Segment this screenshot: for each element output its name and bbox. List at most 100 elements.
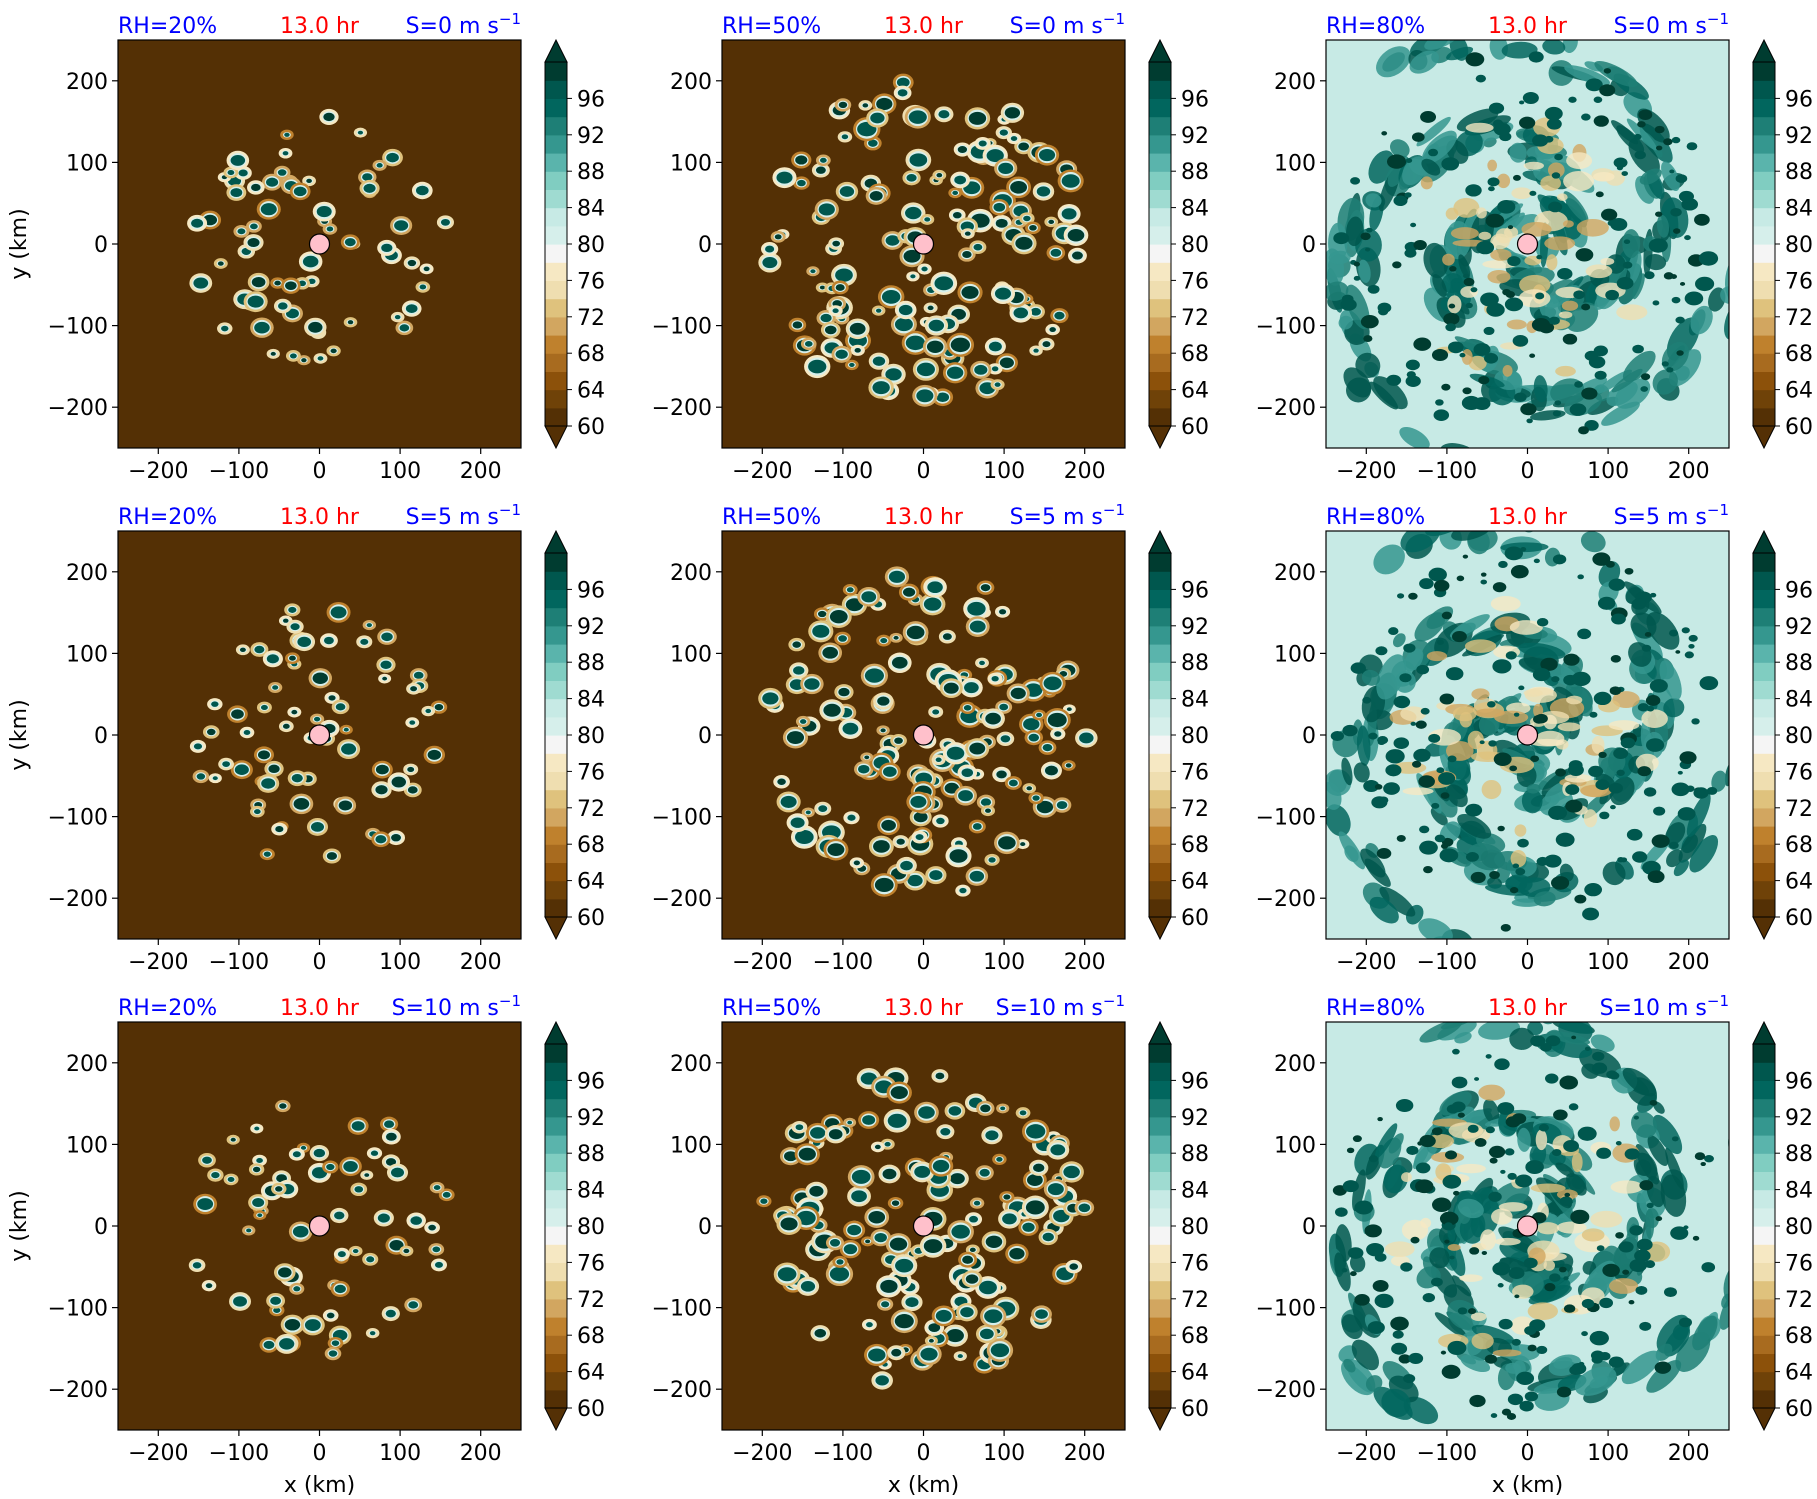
shear-exponent: −1: [499, 501, 521, 519]
panel-title-shear: S=0 m s−1: [406, 10, 521, 39]
colorbar-segment: [1149, 225, 1171, 245]
dry-patch: [1478, 231, 1492, 241]
cell-core: [1555, 768, 1567, 777]
cell-core: [1404, 192, 1412, 198]
cell-core: [1610, 655, 1621, 663]
dry-patch: [1536, 1222, 1560, 1235]
cell-core: [969, 620, 986, 633]
cell-core: [260, 203, 277, 216]
cell-core: [1066, 707, 1072, 712]
x-tick-label: −200: [128, 1441, 188, 1466]
cell-core: [1549, 1273, 1561, 1282]
cell-core: [304, 1319, 321, 1332]
y-tick-label: 0: [698, 1215, 712, 1240]
cell-core: [1651, 834, 1670, 848]
cell-core: [1654, 1361, 1672, 1374]
moist-band: [1501, 41, 1538, 59]
moist-band: [1379, 886, 1416, 917]
cell-core: [1023, 215, 1031, 222]
cell-core: [1445, 323, 1456, 332]
moist-band: [1622, 1067, 1657, 1097]
cell-core: [343, 727, 349, 732]
x-tick-label: 0: [1521, 459, 1535, 484]
panel-title-rh: RH=80%: [1326, 505, 1425, 530]
y-tick-label: 100: [66, 1133, 108, 1158]
cell-core: [991, 676, 999, 682]
colorbar-tick-label: 96: [1785, 578, 1813, 603]
x-tick-label: −100: [1417, 950, 1477, 975]
colorbar-extend-min: [544, 916, 568, 941]
cell-core: [254, 645, 265, 654]
moist-band: [1341, 757, 1353, 786]
colorbar-segment: [1149, 1280, 1171, 1300]
moist-band: [1353, 762, 1370, 783]
cell-core: [1568, 1103, 1579, 1111]
colorbar-tick-label: 64: [1785, 379, 1813, 404]
cell-core: [1517, 838, 1529, 848]
cell-core: [1611, 613, 1626, 625]
colorbar-segment: [545, 62, 567, 81]
cell-core: [1603, 68, 1612, 74]
cell-core: [1610, 218, 1628, 231]
cell-core: [1581, 387, 1598, 400]
cell-core: [335, 703, 346, 711]
cell-core: [875, 308, 882, 313]
cell-core: [1574, 381, 1583, 388]
cell-core: [407, 259, 417, 267]
colorbar-segment: [545, 1335, 567, 1354]
moist-band: [1692, 1315, 1718, 1351]
colorbar-tick-label: 84: [1785, 688, 1813, 713]
cell-core: [880, 728, 886, 733]
cell-core: [442, 1191, 451, 1198]
cell-core: [1595, 779, 1610, 790]
panel-title-time: 13.0 hr: [884, 14, 964, 39]
cell-core: [1553, 1109, 1568, 1121]
cell-core: [1673, 228, 1681, 234]
moist-band: [1470, 1213, 1486, 1238]
cell-core: [1593, 691, 1612, 706]
cell-core: [814, 1328, 827, 1338]
cell-core: [1488, 186, 1495, 192]
panel-title-rh: RH=80%: [1326, 14, 1425, 39]
moist-band: [1521, 788, 1543, 814]
cell-core: [952, 190, 959, 196]
moist-band: [1652, 1114, 1683, 1155]
cell-core: [1354, 1294, 1370, 1306]
cell-core: [312, 672, 328, 684]
cell-core: [1026, 1124, 1046, 1139]
cell-core: [246, 1228, 252, 1233]
cell-core: [1449, 266, 1457, 272]
cell-core: [854, 347, 861, 353]
colorbar-segment: [1149, 80, 1171, 99]
cell-core: [985, 712, 1001, 725]
cell-core: [310, 822, 325, 832]
dry-patch: [1494, 710, 1529, 725]
colorbar-tick-label: 80: [577, 1215, 605, 1240]
cell-core: [1374, 1293, 1394, 1309]
cell-core: [1438, 772, 1456, 785]
cell-core: [1489, 870, 1500, 880]
y-tick-label: −200: [652, 887, 712, 912]
cell-core: [293, 798, 310, 810]
center-marker: [1516, 1215, 1539, 1237]
cell-core: [1655, 145, 1663, 151]
dry-patch: [1494, 1237, 1521, 1246]
colorbar-segment: [1753, 1044, 1775, 1063]
cell-core: [1480, 579, 1488, 585]
moist-band: [1430, 807, 1448, 826]
cell-core: [291, 709, 298, 715]
moist-band: [1443, 990, 1489, 1025]
cell-core: [985, 1235, 1003, 1248]
cell-core: [967, 601, 986, 616]
cell-core: [774, 234, 782, 240]
cell-core: [1042, 1232, 1054, 1242]
cell-core: [952, 211, 962, 219]
y-tick-label: 200: [66, 561, 108, 586]
cell-core: [1615, 1232, 1624, 1239]
cell-core: [906, 625, 925, 640]
cell-core: [1456, 575, 1465, 582]
cell-core: [1544, 106, 1563, 121]
cell-core: [888, 570, 906, 583]
cell-core: [957, 1354, 963, 1359]
cell-core: [252, 1166, 261, 1173]
